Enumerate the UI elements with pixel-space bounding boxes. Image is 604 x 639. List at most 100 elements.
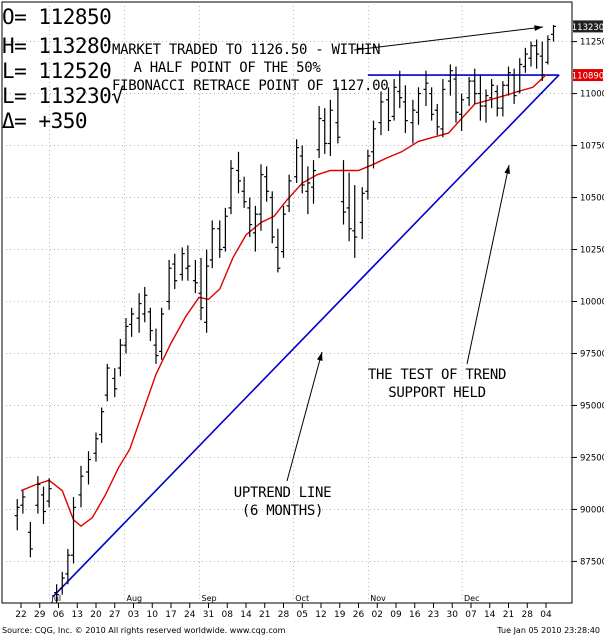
x-tick-label: 21 (503, 610, 514, 620)
ohlc-bar (14, 499, 20, 531)
ohlc-bar (346, 172, 352, 242)
ohlc-bar (147, 307, 153, 342)
y-tick-label: 112500 (580, 38, 604, 48)
ohlc-bar (192, 259, 198, 294)
ohlc-bar (71, 496, 76, 564)
market-note-arrow (353, 26, 544, 51)
ohlc-bar (483, 89, 489, 123)
ohlc-bar (294, 139, 300, 183)
ohlc-bar (305, 166, 311, 215)
ohlc-bar (359, 187, 365, 240)
x-tick-label: 06 (53, 610, 65, 620)
ohlc-bar (551, 24, 556, 42)
market-note-line-1: MARKET TRADED TO 1126.50 - WITHIN (112, 42, 381, 58)
ohlc-bar (391, 79, 397, 121)
ohlc-bar (434, 103, 440, 136)
ohlc-bar (378, 91, 384, 136)
trend-test-arrow-head (504, 165, 511, 174)
ohlc-bar (511, 68, 517, 104)
month-label: Dec (464, 594, 479, 603)
ohlc-bar (222, 207, 228, 252)
ohlc-bar (545, 35, 551, 65)
ohlc-bar (506, 66, 511, 96)
ohlc-bar (252, 205, 258, 252)
x-tick-label: 17 (165, 610, 176, 620)
annotation-arrows (286, 25, 544, 482)
ohlc-bar (528, 41, 534, 67)
ohlc-bar (217, 220, 223, 258)
ohlc-bar (65, 548, 71, 585)
price-tags: 113230 110890 (572, 20, 604, 82)
ohlc-bar (104, 363, 110, 402)
ohlc-bar (78, 465, 84, 508)
ohlc-bar (142, 286, 148, 323)
y-tick-label: 105000 (580, 194, 604, 204)
uptrend-note: UPTREND LINE (6 MONTHS) (225, 484, 340, 520)
ohlc-bar (522, 47, 528, 73)
x-tick-label: 20 (90, 610, 102, 620)
ohlc-bar (429, 87, 435, 121)
ohlc-bar (247, 197, 253, 238)
uptrend-line-2: (6 MONTHS) (241, 503, 324, 519)
month-label: Oct (295, 594, 309, 603)
ohlc-bar (179, 247, 185, 281)
ohlc-bar (93, 432, 99, 462)
trend-test-arrow (466, 164, 510, 365)
ohlc-bar (397, 70, 403, 109)
price-tag-box (573, 69, 603, 82)
ohlc-bar (275, 228, 281, 273)
ohlc-bar (86, 451, 91, 485)
x-axis: 22 29 06 13 20 27 03 10 17 24 31 08 14 21 28 05 12 19 26 02… (15, 594, 552, 620)
source-credit: Source: CQG, Inc. © 2010 All rights rese… (2, 626, 286, 635)
y-tick-label: 100000 (580, 298, 604, 308)
market-note-arrow-head (534, 25, 543, 31)
x-tick-label: 21 (259, 610, 270, 620)
ohlc-bar (316, 106, 322, 159)
x-tick-label: 08 (222, 610, 234, 620)
ohlc-bar (54, 584, 60, 603)
ohlc-bar (41, 486, 46, 524)
ohlc-bar (416, 87, 421, 125)
ohlc-bar (136, 293, 142, 333)
uptrend-arrow (286, 351, 323, 482)
ohlc-bar (185, 245, 191, 281)
ohlc-bar (35, 476, 41, 514)
trend-test-line-2: SUPPORT HELD (388, 385, 486, 401)
ohlc-bar (228, 160, 234, 215)
month-label: Aug (127, 594, 143, 603)
month-label: Sep (202, 594, 217, 603)
ohlc-bar (172, 253, 178, 290)
ohlc-bar (472, 68, 478, 104)
x-tick-label: 26 (353, 610, 365, 620)
ohlc-bar (27, 521, 33, 558)
y-tick-label: 107500 (580, 142, 604, 152)
ohlc-bar (534, 39, 540, 69)
ohlc-bar (371, 120, 376, 169)
ohlc-bar (386, 87, 391, 131)
ohlc-bar (281, 205, 286, 258)
ohlc-bar (489, 79, 495, 109)
x-tick-label: 29 (34, 610, 46, 620)
ohlc-bar (341, 160, 346, 225)
ohlc-bar (352, 185, 358, 258)
price-tag-label: 110890 (572, 72, 604, 82)
ohlc-bar (440, 79, 446, 138)
y-tick-label: 110000 (580, 90, 604, 100)
moving-average-line (20, 74, 547, 527)
ohlc-change: Δ= +350 (2, 109, 88, 133)
y-tick-label: 102500 (580, 246, 604, 256)
ohlc-bar (453, 66, 459, 123)
x-tick-label: 27 (109, 610, 120, 620)
x-tick-label: 10 (147, 610, 159, 620)
ohlc-bar (258, 164, 264, 231)
ohlc-bar (459, 93, 465, 131)
ohlc-low: L= 112520 (2, 59, 112, 83)
x-tick-label: 31 (203, 610, 214, 620)
ohlc-bar (153, 328, 159, 364)
ohlc-bar (46, 478, 52, 508)
ohlc-bar (423, 70, 429, 107)
x-tick-label: 04 (540, 610, 552, 620)
ohlc-bar (236, 151, 241, 194)
ohlc-bar (198, 257, 204, 321)
